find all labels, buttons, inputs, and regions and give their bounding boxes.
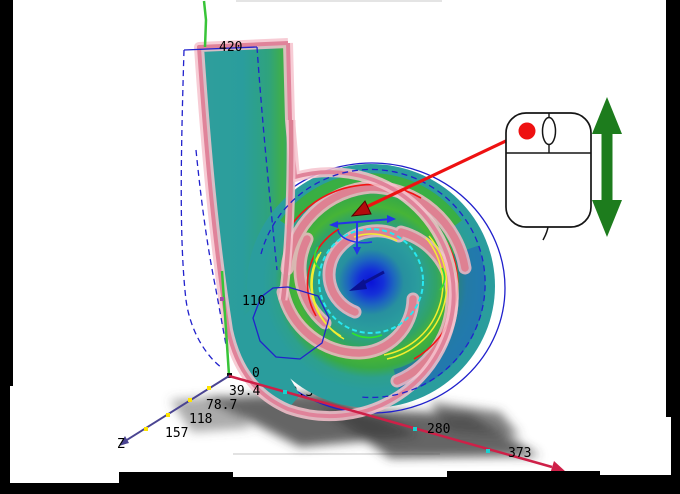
impeller-blades: [276, 180, 472, 388]
y-axis-tick: [220, 297, 224, 301]
axis-labels: 420 110 0 280 373 39.4 78.7 118 157 Z: [117, 40, 531, 461]
x-axis-arrowhead: [550, 461, 566, 474]
center-arrow: [349, 270, 385, 291]
wireframe-lines: [180, 46, 486, 399]
z-axis: [119, 375, 230, 446]
z-axis-tick-label: 39.4: [229, 384, 260, 399]
y-axis-tick-label: 110: [242, 294, 265, 309]
probe-triad-icon: [329, 215, 396, 255]
z-axis-ticks: [144, 386, 211, 431]
x-axis-tick-label: 373: [508, 446, 531, 461]
z-axis-arrowhead: [119, 436, 129, 446]
z-axis-label: Z: [117, 437, 125, 452]
mouse-icon: [505, 112, 592, 241]
annotation-arrow: [350, 129, 528, 217]
x-axis: [228, 374, 566, 474]
volute-model: [194, 38, 495, 422]
zoom-direction-arrow-icon: [592, 97, 622, 237]
z-axis-tick-label: 78.7: [206, 398, 237, 413]
mouse-cable: [542, 226, 549, 241]
z-axis-tick-label: 157: [165, 426, 188, 441]
x-axis-tick-label: 0: [252, 366, 260, 381]
wireframe-circle-110: [252, 286, 330, 360]
mouse-left-button-dot: [518, 122, 536, 140]
x-axis-ticks: [283, 390, 490, 453]
cyan-ring-contour: [318, 228, 424, 334]
z-axis-tick-label: 118: [189, 412, 212, 427]
x-axis-tick-label: 280: [427, 422, 450, 437]
y-axis-tick-label: 420: [219, 40, 242, 55]
mouse-wheel: [541, 116, 557, 146]
